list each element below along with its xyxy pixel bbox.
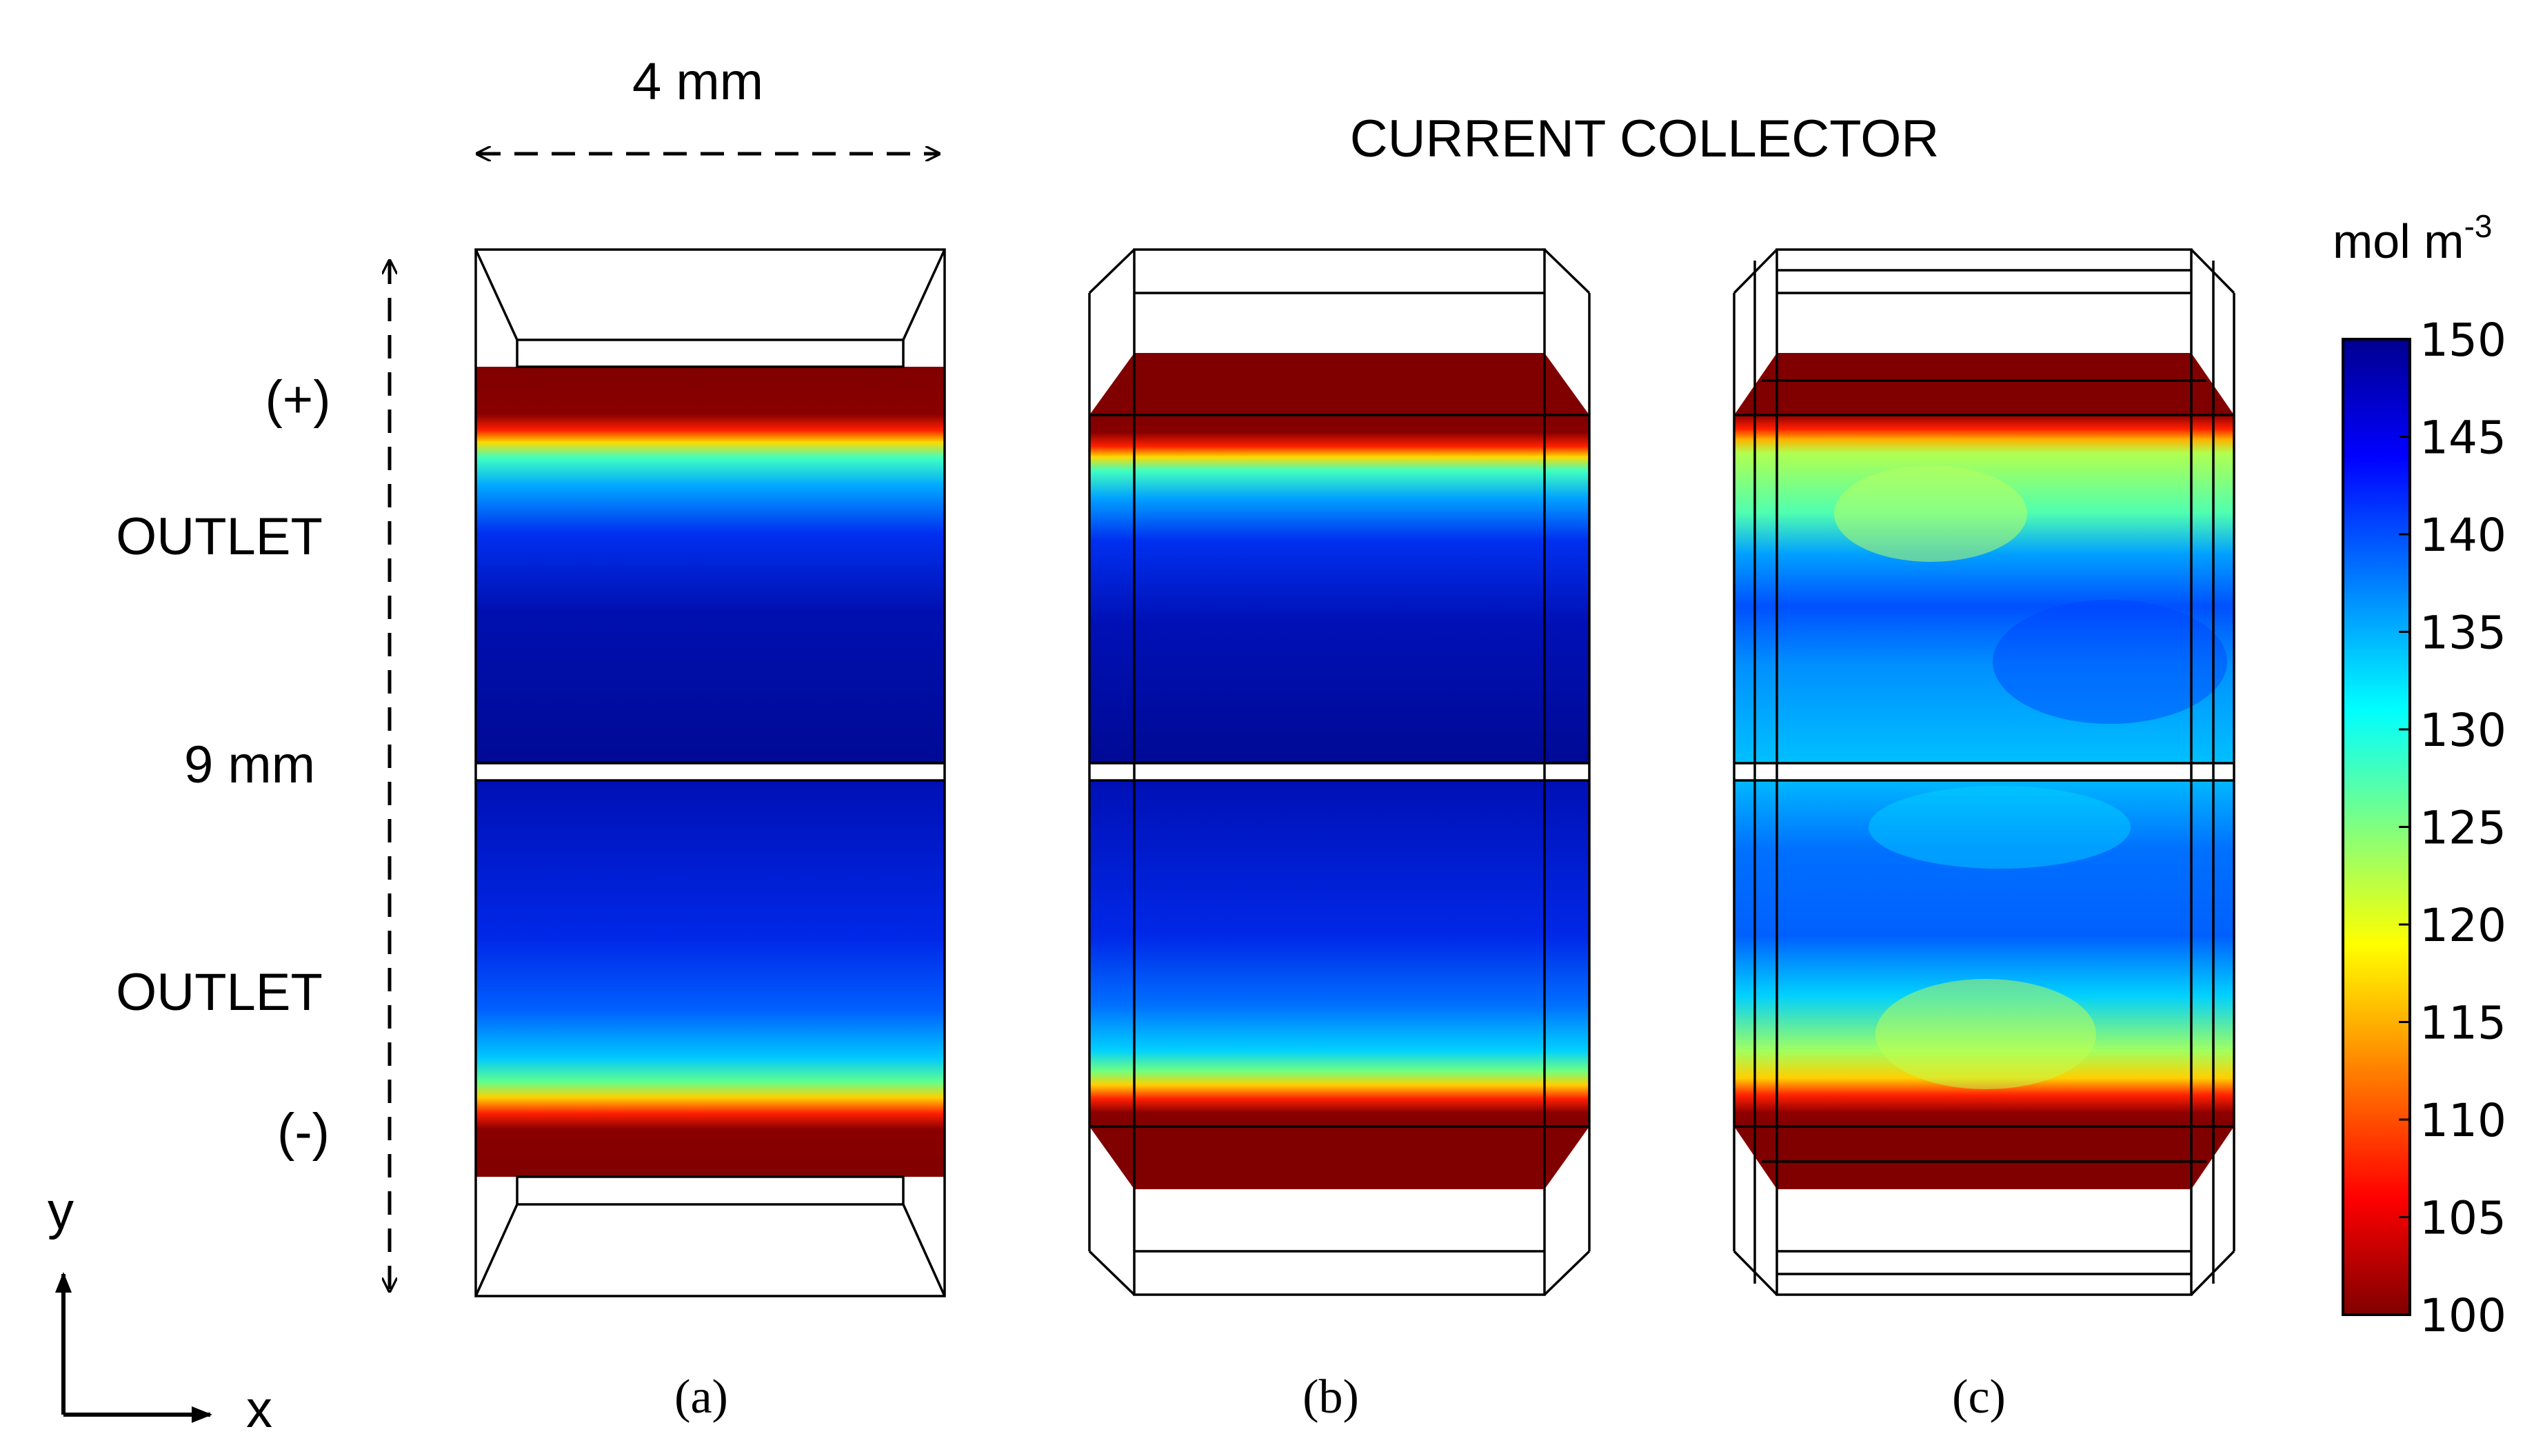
panel-b: (b) (1088, 248, 1591, 1424)
panel-c-caption: (c) (1952, 1371, 2006, 1424)
axis-x-label: x (246, 1380, 272, 1439)
panel-c-top-cell (1734, 415, 2234, 763)
panel-c-bottom-blob (1875, 979, 2096, 1089)
panel-c-top-blob (1834, 465, 2027, 562)
colorbar-tick-label: 115 (2420, 997, 2506, 1050)
panel-a: (a) (474, 248, 946, 1424)
outlet-bottom-label: OUTLET (116, 963, 323, 1022)
colorbar-ticks: 150 145 140 135 130 125 120 115 110 105 100 (2399, 314, 2506, 1342)
colorbar-tick-label: 120 (2420, 899, 2506, 952)
panel-b-bottom-collector (1089, 1126, 1589, 1189)
colorbar-tick-label: 125 (2420, 802, 2506, 855)
colorbar-tick-label: 135 (2420, 607, 2506, 660)
colorbar-unit: mol m-3 (2333, 208, 2492, 268)
panel-b-top-collector (1089, 353, 1589, 415)
panel-c-top-pool (1993, 600, 2227, 724)
outlet-top-label: OUTLET (116, 507, 323, 566)
width-dimension-label: 4 mm (632, 52, 763, 111)
colorbar-tick-label: 100 (2420, 1289, 2506, 1342)
current-collector-label: CURRENT COLLECTOR (1350, 110, 1939, 168)
pole-negative-label: (-) (277, 1103, 330, 1162)
panel-c-bottom-pool (1869, 786, 2131, 869)
panel-c-frame (1733, 248, 2235, 1296)
colorbar-tick-label: 130 (2420, 704, 2506, 757)
panel-b-caption: (b) (1302, 1371, 1359, 1424)
colorbar-tick-label: 105 (2420, 1192, 2506, 1245)
colorbar-tick-label: 140 (2420, 509, 2506, 562)
height-dimension-label: 9 mm (184, 736, 315, 794)
axis-y-label: y (48, 1182, 74, 1240)
panel-c-top-collector (1734, 353, 2234, 415)
panel-a-bottom-cell (476, 780, 945, 1177)
colorbar-unit-exponent: -3 (2464, 208, 2493, 244)
colorbar: mol m-3 150 145 140 135 130 125 120 115 110 105 10… (2333, 208, 2506, 1342)
axes-indicator: y x (48, 1182, 272, 1439)
colorbar-tick-label: 150 (2420, 314, 2506, 367)
panel-b-top-cell (1089, 415, 1589, 763)
height-dimension: 9 mm (184, 261, 390, 1291)
panel-b-bottom-cell (1089, 780, 1589, 1126)
pole-positive-label: (+) (265, 370, 331, 429)
panel-c: (c) (1733, 248, 2235, 1424)
width-dimension: 4 mm (477, 52, 939, 154)
panel-a-top-cell (476, 367, 945, 763)
panel-c-bottom-collector (1734, 1126, 2234, 1189)
colorbar-tick-label: 145 (2420, 412, 2506, 465)
panel-a-frame (474, 248, 946, 1297)
colorbar-gradient (2342, 338, 2411, 1316)
colorbar-unit-base: mol m (2333, 214, 2464, 268)
colorbar-tick-label: 110 (2420, 1094, 2506, 1147)
panel-b-frame (1088, 248, 1591, 1296)
panel-a-caption: (a) (674, 1371, 728, 1424)
